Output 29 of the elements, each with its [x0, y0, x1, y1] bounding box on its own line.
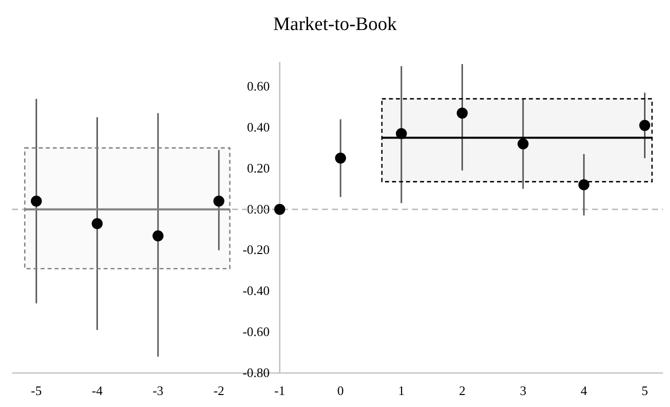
- point: [213, 196, 224, 207]
- x-tick-label: 2: [458, 383, 466, 398]
- y-tick-label: 0.60: [246, 78, 270, 94]
- y-tick-label: 0.40: [246, 119, 270, 134]
- point: [92, 218, 103, 230]
- x-tick-label: -5: [30, 383, 42, 398]
- y-tick-label: -0.60: [242, 324, 270, 340]
- x-tick-label: 4: [580, 383, 588, 398]
- y-tick-label: -0.20: [242, 242, 270, 258]
- point: [578, 179, 590, 190]
- x-tick-label: -3: [152, 383, 164, 398]
- point: [152, 230, 164, 242]
- point: [335, 152, 346, 164]
- x-tick-label: -2: [213, 383, 224, 398]
- x-tick-label: 1: [398, 383, 405, 398]
- x-tick-label: 0: [337, 383, 344, 398]
- point: [30, 196, 42, 207]
- chart-title: Market-to-Book: [273, 14, 398, 35]
- y-tick-label: 0.20: [246, 160, 270, 176]
- point: [274, 204, 286, 215]
- y-tick-label: -0.40: [242, 283, 270, 298]
- y-tick-label: -0.80: [242, 365, 270, 380]
- point: [456, 108, 468, 119]
- x-tick-label: -1: [274, 383, 286, 398]
- point: [518, 138, 529, 150]
- x-tick-label: 3: [520, 383, 526, 398]
- x-tick-label: 5: [642, 383, 648, 398]
- x-tick-label: -4: [92, 383, 104, 398]
- point: [639, 120, 650, 131]
